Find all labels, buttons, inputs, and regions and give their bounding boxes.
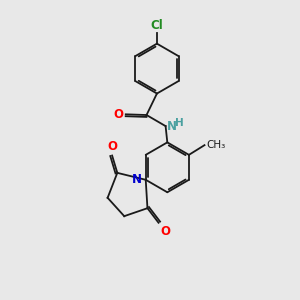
Text: CH₃: CH₃: [206, 140, 225, 150]
Text: O: O: [160, 225, 170, 238]
Text: N: N: [167, 120, 177, 133]
Text: O: O: [114, 108, 124, 121]
Text: N: N: [132, 173, 142, 186]
Text: H: H: [175, 118, 183, 128]
Text: O: O: [107, 140, 117, 153]
Text: Cl: Cl: [151, 19, 163, 32]
